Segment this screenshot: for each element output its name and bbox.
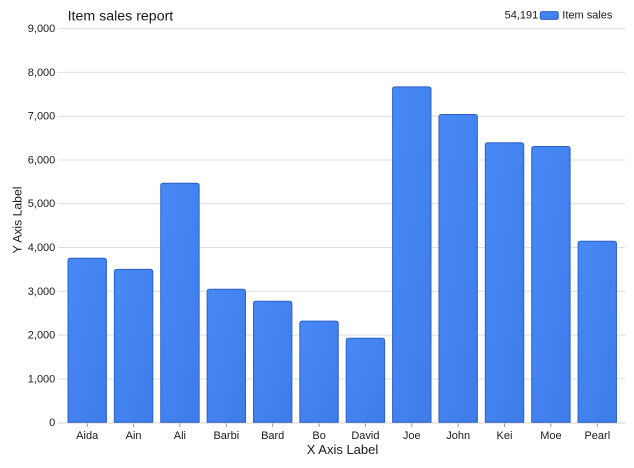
svg-text:Moe: Moe (540, 430, 561, 442)
svg-text:Y Axis Label: Y Axis Label (11, 187, 25, 254)
svg-text:Kei: Kei (497, 430, 513, 442)
svg-text:3,000: 3,000 (28, 286, 56, 298)
svg-text:David: David (351, 430, 379, 442)
svg-text:1,000: 1,000 (28, 373, 56, 385)
svg-text:7,000: 7,000 (28, 111, 56, 123)
svg-text:2,000: 2,000 (28, 330, 56, 342)
svg-text:Barbi: Barbi (213, 430, 239, 442)
svg-text:54,191: 54,191 (505, 10, 539, 22)
svg-text:4,000: 4,000 (28, 242, 56, 254)
svg-text:Item sales report: Item sales report (68, 8, 174, 24)
svg-text:Aida: Aida (76, 430, 99, 442)
svg-text:Bard: Bard (261, 430, 284, 442)
svg-text:Item sales: Item sales (562, 10, 613, 22)
svg-text:5,000: 5,000 (28, 198, 56, 210)
svg-text:X Axis Label: X Axis Label (307, 442, 379, 457)
svg-text:Bo: Bo (312, 430, 325, 442)
svg-text:8,000: 8,000 (28, 67, 56, 79)
svg-text:Joe: Joe (403, 430, 421, 442)
svg-text:Ain: Ain (126, 430, 142, 442)
svg-text:Ali: Ali (174, 430, 186, 442)
svg-text:6,000: 6,000 (28, 155, 56, 167)
svg-text:9,000: 9,000 (28, 23, 56, 35)
svg-text:John: John (446, 430, 470, 442)
svg-text:0: 0 (49, 417, 55, 429)
svg-text:Pearl: Pearl (584, 430, 610, 442)
